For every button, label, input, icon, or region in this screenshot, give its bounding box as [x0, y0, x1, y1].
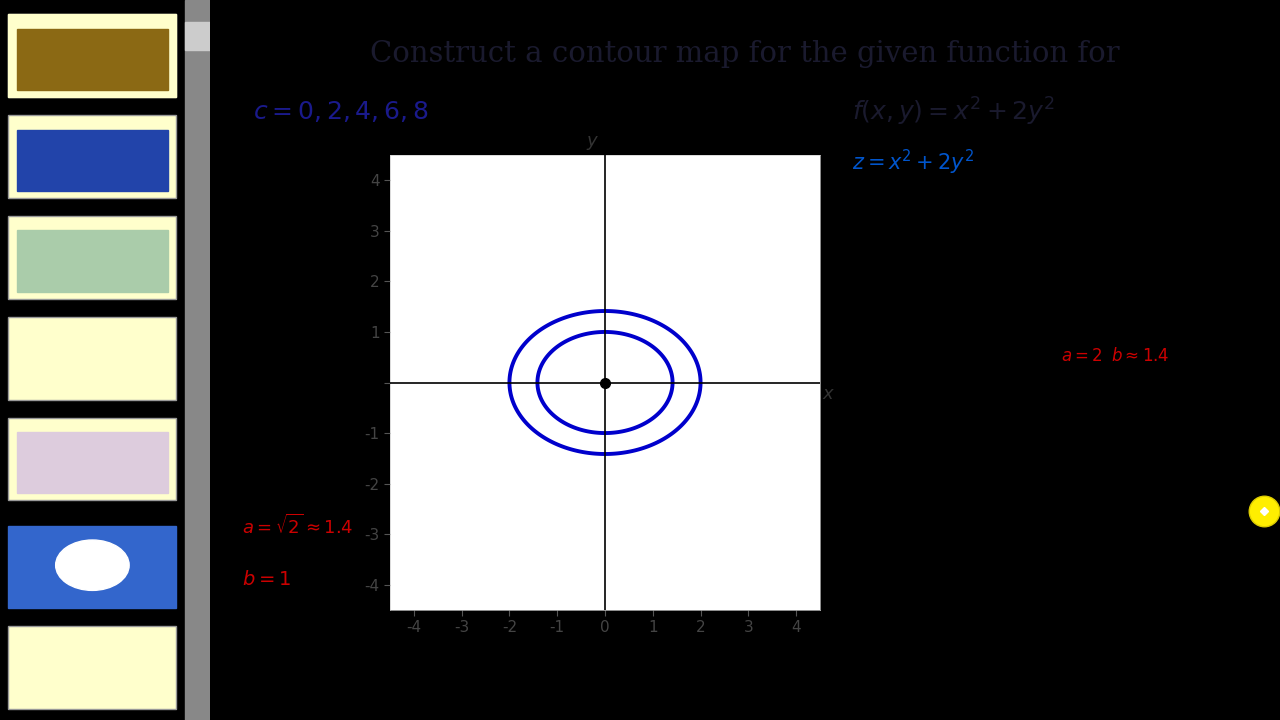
Text: $y$: $y$	[586, 135, 600, 153]
FancyBboxPatch shape	[9, 216, 177, 299]
FancyBboxPatch shape	[9, 115, 177, 198]
FancyBboxPatch shape	[9, 626, 177, 709]
Text: $b = 1$: $b = 1$	[242, 570, 291, 589]
Text: $(0, 0)$: $(0, 0)$	[264, 260, 310, 280]
Bar	[17, 230, 168, 292]
Bar	[17, 432, 168, 493]
FancyBboxPatch shape	[9, 526, 177, 608]
Bar	[17, 130, 168, 191]
Text: $c = 4$: $c = 4$	[1082, 175, 1126, 192]
Text: $a = 2 \;\; b \approx 1.4$: $a = 2 \;\; b \approx 1.4$	[1061, 347, 1169, 365]
FancyBboxPatch shape	[9, 317, 177, 400]
FancyBboxPatch shape	[9, 14, 177, 97]
Bar	[184, 0, 210, 720]
Text: $\dfrac{4}{4} = \dfrac{x^2}{4} + \dfrac{2y^2}{4}$: $\dfrac{4}{4} = \dfrac{x^2}{4} + \dfrac{…	[1061, 212, 1148, 248]
Ellipse shape	[55, 540, 129, 590]
Text: $1 = \dfrac{x^2}{6} +$: $1 = \dfrac{x^2}{6} +$	[1061, 490, 1124, 526]
Text: $1 = \dfrac{x^2}{2} + \dfrac{y^2}{1}$: $1 = \dfrac{x^2}{2} + \dfrac{y^2}{1}$	[242, 441, 328, 480]
Bar	[9, 14, 177, 97]
Text: $\dfrac{2}{2} = \dfrac{x^2}{2} + \dfrac{2y^2}{2}$: $\dfrac{2}{2} = \dfrac{x^2}{2} + \dfrac{…	[242, 366, 339, 405]
Text: $z = x^2 + 2y^2$: $z = x^2 + 2y^2$	[852, 148, 974, 176]
Text: $\dfrac{6}{6} = \dfrac{x^2}{6} + \dfrac{2y^2}{6}$: $\dfrac{6}{6} = \dfrac{x^2}{6} + \dfrac{…	[1061, 432, 1148, 468]
Text: $0 = x^2 + 2y^2$: $0 = x^2 + 2y^2$	[242, 215, 342, 239]
Bar	[17, 29, 168, 90]
FancyBboxPatch shape	[9, 418, 177, 500]
Bar	[184, 22, 210, 50]
Text: Construct a contour map for the given function for: Construct a contour map for the given fu…	[370, 40, 1120, 68]
Text: $c = 0, 2, 4, 6, 8$: $c = 0, 2, 4, 6, 8$	[253, 99, 429, 124]
Text: $c = 0$: $c = 0$	[242, 175, 287, 192]
Text: $c : 6$: $c : 6$	[1082, 395, 1117, 412]
Text: $f(x, y) = x^2 + 2y^2$: $f(x, y) = x^2 + 2y^2$	[852, 96, 1055, 127]
Text: $1 = \dfrac{x^2}{4} + \dfrac{y^2}{2}$: $1 = \dfrac{x^2}{4} + \dfrac{y^2}{2}$	[1061, 279, 1146, 318]
Text: $a = \sqrt{2} \approx 1.4$: $a = \sqrt{2} \approx 1.4$	[242, 513, 353, 538]
Text: $c = 2$: $c = 2$	[242, 318, 285, 336]
Text: $x$: $x$	[822, 384, 836, 402]
